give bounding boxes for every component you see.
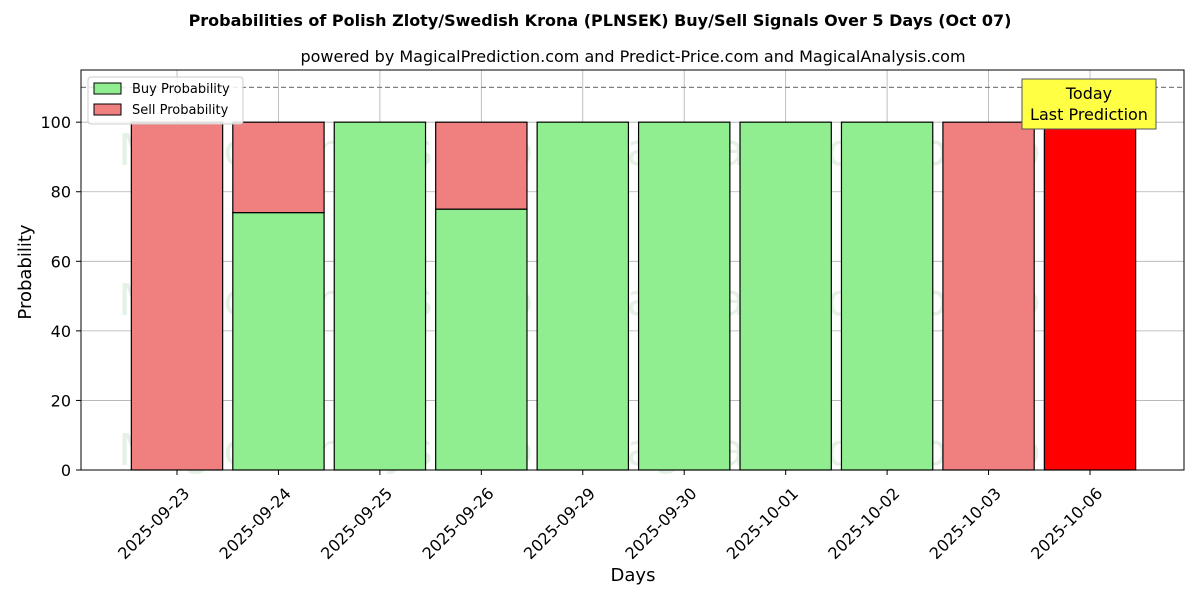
annotation-box — [1021, 78, 1157, 130]
y-tick-label: 60 — [51, 252, 71, 271]
bar-buy — [840, 121, 934, 471]
axes-frame — [80, 69, 1185, 471]
legend-swatch — [93, 82, 122, 95]
bar-buy — [536, 121, 630, 471]
annotation-text: Today — [1065, 84, 1112, 103]
bar-buy — [232, 212, 325, 471]
legend-box — [87, 76, 244, 125]
x-axis-label: Days — [611, 565, 656, 586]
legend-entry: Buy Probability — [132, 82, 230, 97]
y-tick-label: 40 — [51, 322, 71, 341]
y-tick-label: 20 — [51, 391, 71, 410]
bar-sell — [1043, 121, 1137, 471]
y-tick-label: 80 — [51, 183, 71, 202]
y-tick-label: 100 — [40, 113, 71, 132]
bar-buy — [333, 121, 427, 471]
bar-buy — [739, 121, 832, 471]
bar-sell — [130, 121, 224, 471]
annotation-text: Last Prediction — [1030, 105, 1148, 124]
legend-entry: Sell Probability — [132, 103, 229, 118]
y-axis-label: Probability — [15, 224, 36, 319]
legend: Buy Probability Sell Probability — [87, 76, 244, 125]
bar-sell — [232, 121, 325, 214]
bar-buy — [637, 121, 731, 471]
bar-sell — [435, 121, 528, 210]
chart-subtitle: powered by MagicalPrediction.com and Pre… — [300, 47, 965, 66]
bar-buy — [435, 208, 528, 471]
legend-swatch — [93, 103, 122, 116]
bar-sell — [942, 121, 1035, 471]
chart-title: Probabilities of Polish Zloty/Swedish Kr… — [189, 11, 1012, 30]
today-annotation: Today Last Prediction — [1021, 78, 1157, 130]
y-tick-label: 0 — [61, 461, 71, 480]
